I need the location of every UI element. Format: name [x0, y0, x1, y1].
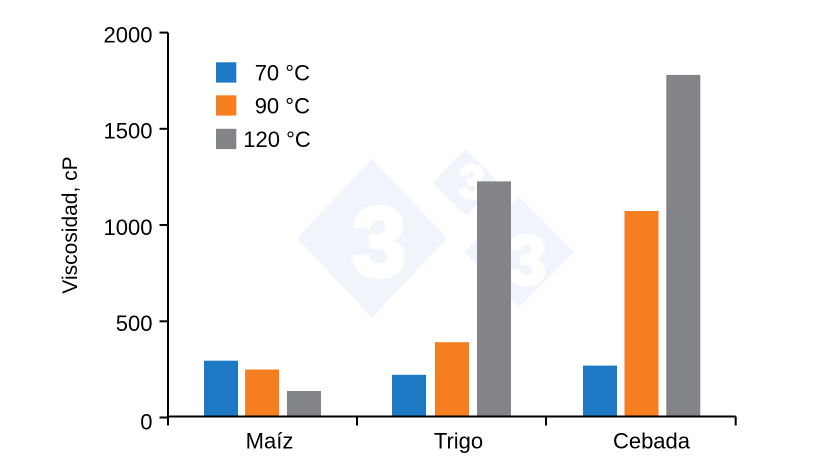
- svg-text:3: 3: [352, 187, 407, 297]
- svg-text:1000: 1000: [104, 215, 153, 240]
- svg-text:Maíz: Maíz: [246, 429, 294, 454]
- svg-text:1500: 1500: [104, 119, 153, 144]
- svg-text:120 °C: 120 °C: [243, 127, 311, 152]
- svg-text:0: 0: [140, 410, 152, 435]
- svg-text:3: 3: [508, 221, 547, 299]
- svg-text:Viscosidad, cP: Viscosidad, cP: [59, 156, 82, 293]
- svg-text:Cebada: Cebada: [613, 429, 691, 454]
- svg-text:500: 500: [116, 311, 153, 336]
- svg-text:90 °C: 90 °C: [255, 93, 310, 118]
- svg-text:2000: 2000: [104, 23, 153, 48]
- svg-text:Trigo: Trigo: [434, 429, 483, 454]
- svg-text:70 °C: 70 °C: [255, 60, 310, 85]
